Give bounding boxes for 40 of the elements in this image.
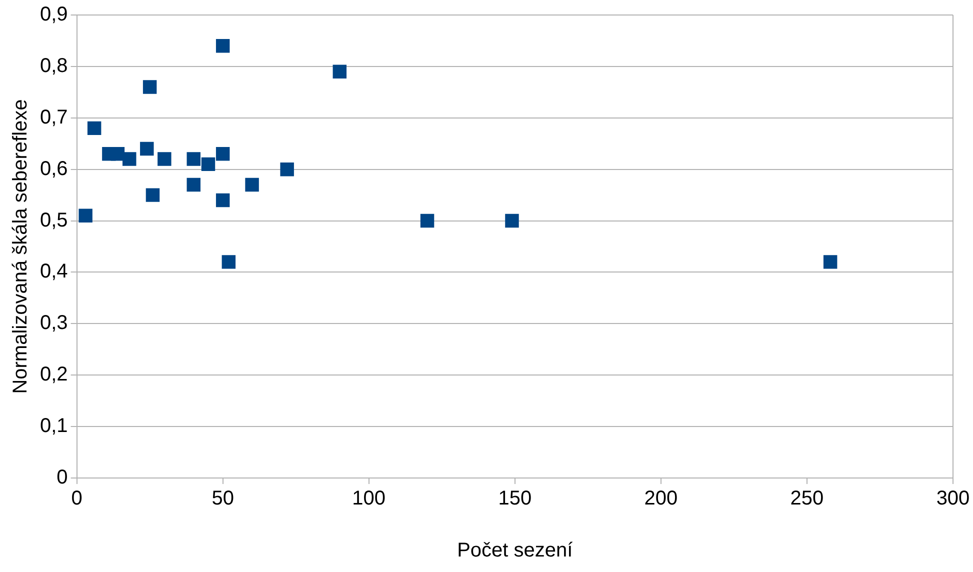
y-tick-label: 0,6 [40,158,68,180]
y-axis-title: Normalizovaná škála sebereflexe [10,99,32,394]
point [332,64,347,78]
point [122,152,136,166]
x-tick-label: 0 [71,488,82,510]
point [142,80,157,94]
y-tick-label: 0,4 [40,260,68,283]
point [78,208,92,222]
y-tick-label: 0,1 [40,415,68,438]
y-tick-label: 0,9 [40,4,68,26]
point [823,255,838,269]
x-tick-label: 200 [644,488,678,510]
point [140,142,154,156]
point [216,193,230,208]
point [158,152,172,166]
point [216,39,230,53]
point [110,147,125,161]
x-tick-label: 300 [936,488,970,510]
x-tick-label: 250 [790,488,824,510]
x-tick-label: 150 [498,488,532,510]
y-tick-label: 0,2 [40,364,68,386]
x-tick-label: 100 [352,488,386,510]
y-tick-label: 0,5 [40,209,68,232]
y-tick-label: 0 [56,466,68,489]
y-tick-label: 0,3 [40,312,68,334]
y-tick-label: 0,8 [40,54,68,77]
point [245,178,259,192]
point [280,162,294,176]
point [216,147,230,161]
point [186,178,200,192]
point [186,152,200,166]
y-tick-label: 0,7 [40,106,68,128]
point [87,121,102,136]
point [201,157,216,172]
point [505,214,519,228]
x-axis-title: Počet sezení [457,540,574,562]
point [146,188,160,202]
x-tick-label: 50 [212,488,234,510]
point [222,255,236,269]
point [420,214,434,228]
